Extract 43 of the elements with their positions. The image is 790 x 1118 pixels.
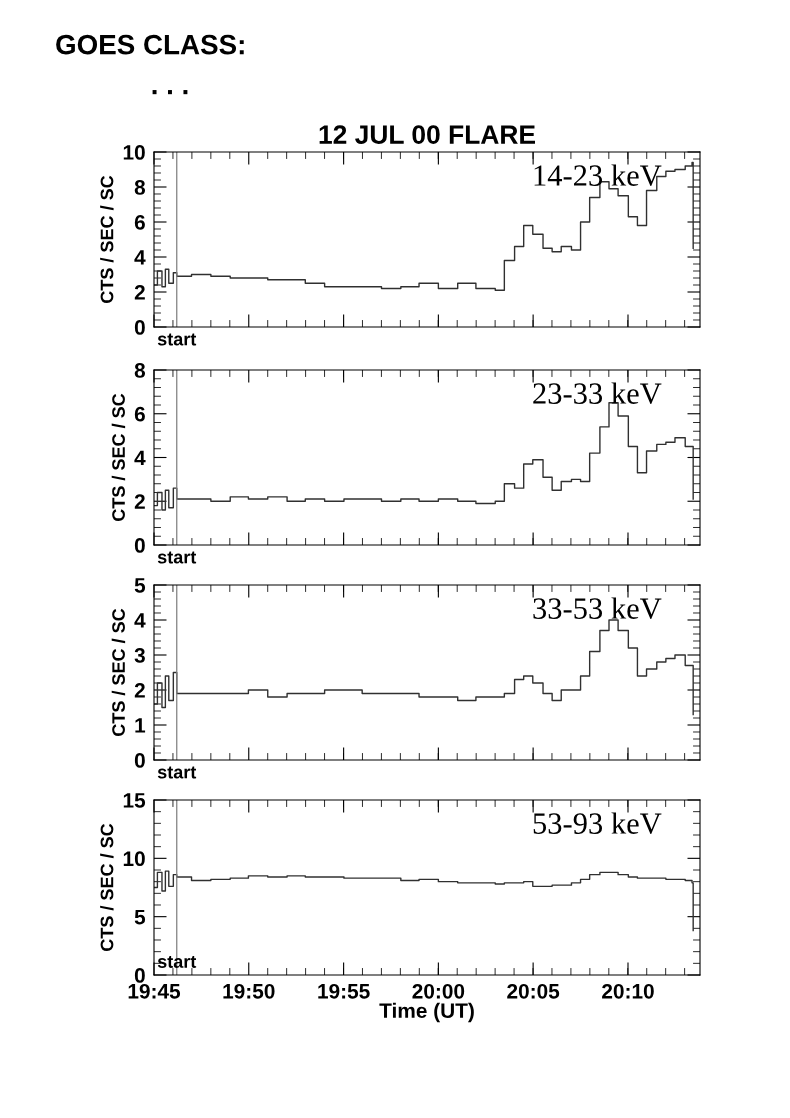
y-axis-title: CTS / SEC / SC bbox=[111, 393, 126, 521]
y-tick-label: 5 bbox=[134, 578, 146, 593]
y-tick-label: 3 bbox=[134, 648, 145, 663]
ref-line-label: start bbox=[157, 766, 197, 779]
y-tick-label: 0 bbox=[134, 753, 145, 768]
series-label: 53-93 keV bbox=[533, 812, 662, 835]
y-tick-label: 6 bbox=[134, 215, 145, 230]
y-tick-label: 8 bbox=[134, 363, 146, 378]
y-tick-label: 0 bbox=[134, 968, 145, 983]
series-label: 23-33 keV bbox=[533, 382, 662, 405]
chart-title: 12 JUL 00 FLARE bbox=[319, 125, 535, 144]
series-label: 33-53 keV bbox=[533, 597, 662, 620]
y-tick-label: 4 bbox=[134, 450, 146, 466]
y-tick-label: 0 bbox=[134, 538, 145, 553]
x-tick-label: 19:45 bbox=[128, 983, 181, 999]
series-label: 14-23 keV bbox=[534, 164, 662, 187]
x-tick-label: 20:05 bbox=[507, 983, 560, 999]
ref-line-label: start bbox=[157, 333, 197, 346]
x-tick-label: 20:10 bbox=[602, 983, 654, 999]
x-tick-label: 19:50 bbox=[223, 983, 275, 999]
y-tick-label: 2 bbox=[134, 285, 145, 300]
y-tick-label: 2 bbox=[134, 683, 145, 698]
y-tick-label: 10 bbox=[123, 851, 145, 867]
ref-line-label: start bbox=[157, 551, 197, 564]
text: . . . bbox=[152, 90, 188, 95]
y-tick-label: 15 bbox=[123, 793, 146, 808]
y-tick-label: 0 bbox=[134, 320, 145, 335]
y-tick-label: 2 bbox=[134, 494, 145, 509]
ref-line-label: start bbox=[157, 955, 197, 968]
y-axis-title: CTS / SEC / SC bbox=[100, 175, 114, 303]
y-tick-label: 5 bbox=[134, 909, 146, 925]
y-tick-label: 4 bbox=[134, 250, 146, 265]
y-axis-title: CTS / SEC / SC bbox=[100, 823, 114, 951]
x-tick-label: 19:55 bbox=[318, 983, 370, 999]
x-tick-label: 20:00 bbox=[412, 983, 465, 999]
y-tick-label: 1 bbox=[135, 718, 146, 733]
y-tick-label: 6 bbox=[134, 406, 145, 422]
text: GOES CLASS: bbox=[56, 34, 244, 55]
y-tick-label: 4 bbox=[134, 613, 146, 628]
x-axis-title: Time (UT) bbox=[379, 1002, 474, 1023]
y-axis-title: CTS / SEC / SC bbox=[111, 608, 126, 736]
y-tick-label: 8 bbox=[134, 180, 146, 195]
y-tick-label: 10 bbox=[123, 145, 145, 160]
